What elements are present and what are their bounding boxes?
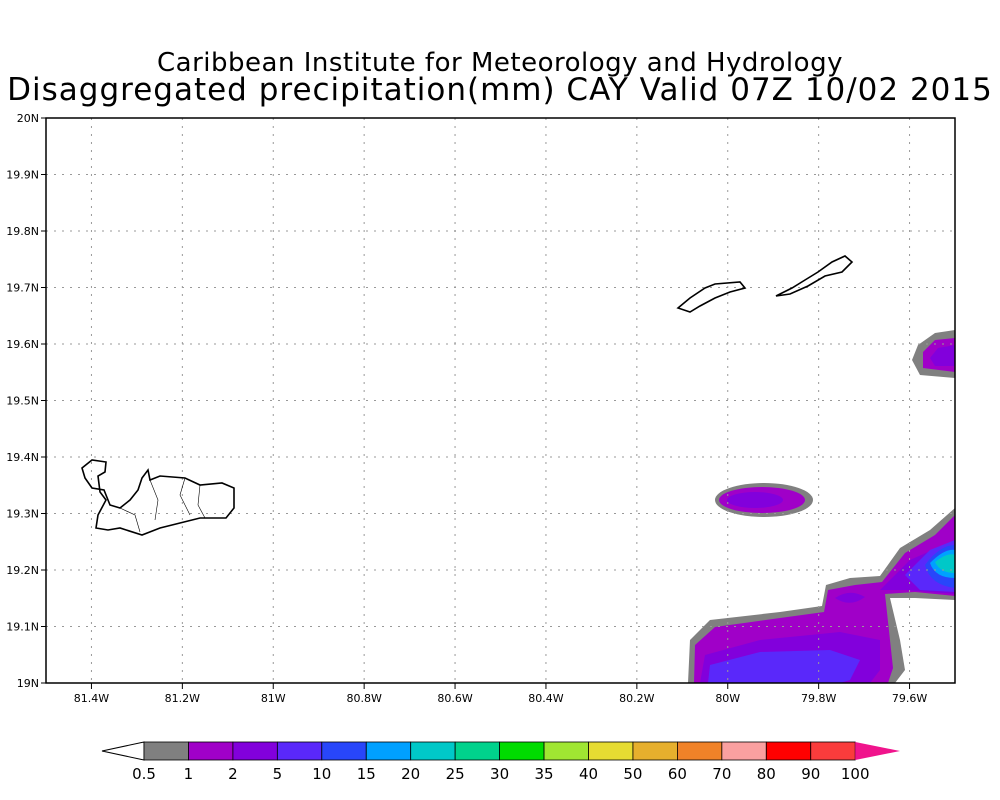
- lat-tick-label: 19.2N: [6, 564, 39, 577]
- lon-tick-label: 80.2W: [619, 692, 654, 705]
- lat-tick-label: 20N: [17, 112, 39, 125]
- lat-tick-label: 19.8N: [6, 225, 39, 238]
- colorbar-label: 25: [446, 765, 465, 783]
- title-product: Disaggregated precipitation(mm) CAY Vali…: [7, 72, 993, 108]
- precip-cell-oval-2mm: [727, 492, 783, 508]
- colorbar-label: 30: [490, 765, 509, 783]
- lon-tick-label: 80.4W: [528, 692, 563, 705]
- colorbar-swatch: [454, 741, 500, 761]
- lon-tick-label: 80.8W: [346, 692, 381, 705]
- colorbar-label: 50: [623, 765, 642, 783]
- colorbar-swatch: [188, 741, 234, 761]
- lon-tick-label: 79.8W: [801, 692, 836, 705]
- colorbar-label: 5: [273, 765, 283, 783]
- colorbar-swatch: [765, 741, 812, 761]
- lon-tick-label: 80.6W: [437, 692, 472, 705]
- precip-cell-ne-2mm: [930, 345, 955, 366]
- coastlines: [81, 255, 854, 536]
- colorbar-label: 2: [228, 765, 238, 783]
- lon-tick-label: 80W: [715, 692, 740, 705]
- lat-tick-label: 19.7N: [6, 282, 39, 295]
- colorbar-swatch: [632, 741, 678, 761]
- colorbar-label: 90: [801, 765, 820, 783]
- lon-tick-label: 81.2W: [165, 692, 200, 705]
- colorbar-swatch: [143, 741, 189, 761]
- island-cayman-brac: [775, 255, 854, 297]
- precip-area-2mm: [700, 540, 955, 683]
- lat-tick-label: 19.5N: [6, 395, 39, 408]
- colorbar: 0.5 1 2 5 10 15 20 25 30 35 40 50 60 70 80 90 100: [101, 741, 900, 783]
- colorbar-swatch: [276, 741, 323, 761]
- lon-tick-label: 79.6W: [892, 692, 927, 705]
- island-grand-cayman: [81, 459, 235, 536]
- colorbar-swatch: [677, 741, 723, 761]
- colorbar-swatch: [232, 741, 278, 761]
- title-institute: Caribbean Institute for Meteorology and …: [157, 48, 843, 78]
- colorbar-label: 100: [841, 765, 870, 783]
- lat-tick-label: 19.3N: [6, 508, 39, 521]
- colorbar-label: 20: [401, 765, 420, 783]
- colorbar-swatch: [365, 741, 412, 761]
- district-boundaries: [119, 477, 206, 533]
- lat-tick-label: 19.4N: [6, 451, 39, 464]
- precipitation-field: [688, 330, 955, 683]
- precip-area-20mm: [935, 554, 955, 573]
- colorbar-swatch: [721, 741, 767, 761]
- colorbar-under-arrow: [101, 741, 145, 761]
- graticule: [46, 118, 955, 683]
- colorbar-swatch: [410, 741, 456, 761]
- colorbar-label: 40: [579, 765, 598, 783]
- colorbar-label: 10: [312, 765, 331, 783]
- lat-tick-label: 19.1N: [6, 621, 39, 634]
- colorbar-swatch: [810, 741, 856, 761]
- colorbar-label: 60: [668, 765, 687, 783]
- colorbar-swatch: [321, 741, 367, 761]
- colorbar-over-arrow: [855, 742, 900, 760]
- colorbar-label: 15: [357, 765, 376, 783]
- lat-tick-label: 19.9N: [6, 169, 39, 182]
- precip-area-5mm: [708, 540, 955, 683]
- colorbar-label: 80: [757, 765, 776, 783]
- colorbar-label: 0.5: [132, 765, 156, 783]
- colorbar-swatch: [588, 741, 634, 761]
- colorbar-label: 1: [184, 765, 194, 783]
- colorbar-label: 35: [535, 765, 554, 783]
- lat-tick-label: 19N: [17, 677, 39, 690]
- colorbar-swatch: [543, 741, 589, 761]
- axes: 81.4W 81.2W 81W 80.8W 80.6W 80.4W 80.2W 80W 79.8…: [6, 112, 927, 705]
- lat-tick-label: 19.6N: [6, 338, 39, 351]
- lon-tick-label: 81W: [261, 692, 286, 705]
- lon-tick-label: 81.4W: [74, 692, 109, 705]
- colorbar-swatch: [499, 741, 545, 761]
- colorbar-label: 70: [712, 765, 731, 783]
- island-little-cayman: [676, 281, 747, 313]
